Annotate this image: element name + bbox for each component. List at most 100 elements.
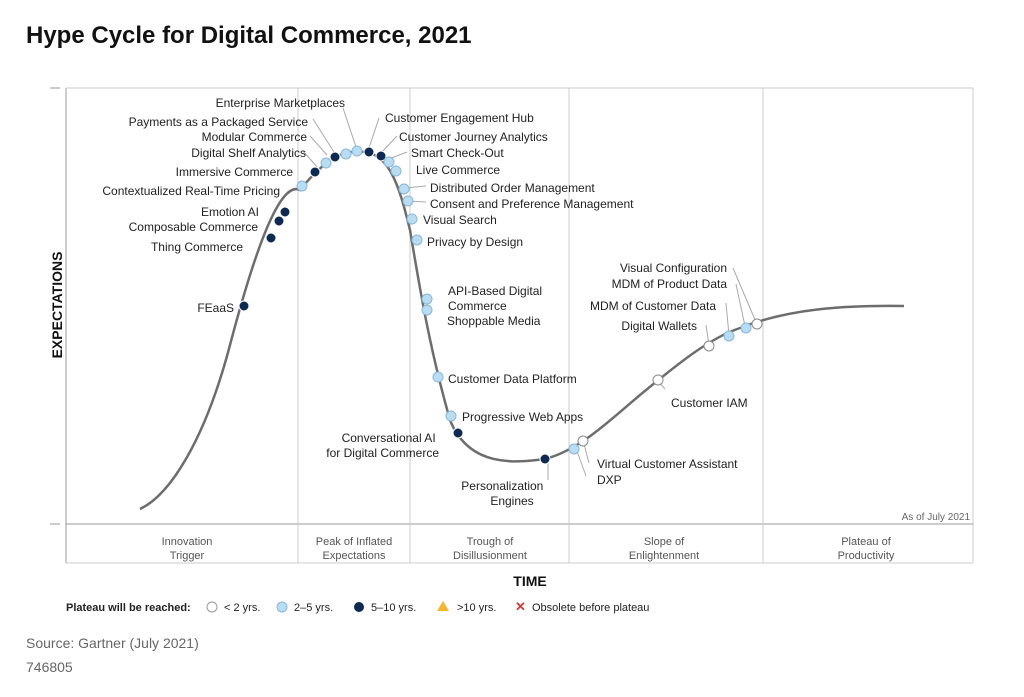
legend-marker-5to10: [354, 602, 364, 612]
phase-trough-line2: Disillusionment: [453, 550, 527, 562]
tech-label-payments-packaged-service: Payments as a Packaged Service: [129, 115, 309, 129]
source-note: Source: Gartner (July 2021): [26, 635, 199, 651]
tech-label-personalization-engines: Personalization Engines: [461, 479, 546, 508]
tech-label-customer-journey-analytics: Customer Journey Analytics: [399, 130, 548, 144]
legend-marker-lt2: [206, 601, 218, 613]
x-axis-label: TIME: [513, 573, 546, 589]
tech-marker-enterprise-marketplaces: [351, 145, 363, 157]
tech-label-distributed-order-mgmt: Distributed Order Management: [430, 181, 595, 195]
legend-marker-gt10: [437, 601, 449, 611]
y-axis-label: EXPECTATIONS: [49, 252, 65, 359]
plot-frame: [50, 87, 974, 564]
technology-markers: [238, 145, 763, 465]
tech-label-virtual-customer-assistant: Virtual Customer Assistant: [597, 457, 738, 471]
legend-label-5to10: 5–10 yrs.: [371, 602, 416, 614]
tech-label-privacy-by-design: Privacy by Design: [427, 235, 523, 249]
tech-label-emotion-ai: Emotion AI: [201, 205, 259, 219]
tech-marker-digital-wallets: [703, 340, 715, 352]
tech-marker-smart-check-out: [383, 156, 395, 168]
tech-label-feaas: FEaaS: [197, 301, 234, 315]
phase-trough-line1: Trough of: [467, 536, 515, 548]
legend-title: Plateau will be reached:: [66, 602, 191, 614]
phase-labels: Innovation Trigger Peak of Inflated Expe…: [162, 536, 895, 562]
phase-innovation-trigger-line1: Innovation: [162, 536, 213, 548]
legend-label-gt10: >10 yrs.: [457, 602, 496, 614]
tech-marker-api-based-digital-commerce: [421, 293, 433, 305]
tech-label-personalization-engines-line1: Personalization: [461, 479, 543, 493]
tech-marker-modular-commerce: [329, 151, 341, 163]
as-of-label: As of July 2021: [902, 512, 971, 523]
tech-marker-customer-data-platform: [432, 371, 444, 383]
tech-label-customer-iam: Customer IAM: [671, 396, 748, 410]
tech-marker-conversational-ai-for-digital-commerce: [452, 427, 464, 439]
tech-marker-mdm-of-product-data: [740, 322, 752, 334]
tech-marker-progressive-web-apps: [445, 410, 457, 422]
tech-marker-visual-configuration: [751, 318, 763, 330]
tech-marker-dxp: [577, 435, 589, 447]
phase-slope-line1: Slope of: [644, 536, 685, 548]
tech-label-digital-shelf-analytics: Digital Shelf Analytics: [191, 146, 306, 160]
phase-innovation-trigger-line2: Trigger: [170, 550, 205, 562]
phase-slope-line2: Enlightenment: [629, 550, 699, 562]
tech-label-api-based-commerce-line2: Commerce: [448, 299, 507, 313]
legend-marker-2to5: [276, 601, 288, 613]
tech-label-mdm-customer-data: MDM of Customer Data: [590, 299, 716, 313]
tech-label-customer-engagement-hub: Customer Engagement Hub: [385, 111, 534, 125]
tech-marker-digital-shelf-analytics: [320, 157, 332, 169]
tech-marker-immersive-commerce: [309, 166, 321, 178]
legend-label-2to5: 2–5 yrs.: [294, 602, 333, 614]
tech-label-progressive-web-apps: Progressive Web Apps: [462, 410, 583, 424]
tech-marker-distributed-order-management: [398, 183, 410, 195]
phase-plateau-line1: Plateau of: [841, 536, 891, 548]
tech-marker-virtual-customer-assistant: [568, 443, 580, 455]
phase-peak-line1: Peak of Inflated: [316, 536, 392, 548]
tech-marker-shoppable-media: [421, 304, 433, 316]
page-title: Hype Cycle for Digital Commerce, 2021: [26, 22, 472, 49]
tech-label-enterprise-marketplaces: Enterprise Marketplaces: [216, 96, 345, 110]
tech-label-contextualized-pricing: Contextualized Real-Time Pricing: [102, 184, 280, 198]
tech-marker-feaas: [238, 300, 250, 312]
tech-label-customer-data-platform: Customer Data Platform: [448, 372, 577, 386]
tech-marker-live-commerce: [390, 165, 402, 177]
tech-marker-customer-journey-analytics: [375, 150, 387, 162]
tech-label-dxp: DXP: [597, 473, 622, 487]
tech-label-thing-commerce: Thing Commerce: [151, 240, 243, 254]
tech-marker-consent-and-preference-management: [402, 195, 414, 207]
tech-label-conversational-ai: Conversational AI for Digital Commerce: [326, 431, 439, 460]
tech-marker-composable-commerce: [273, 215, 285, 227]
tech-marker-customer-engagement-hub: [363, 146, 375, 158]
tech-label-smart-check-out: Smart Check-Out: [411, 146, 504, 160]
tech-label-consent-preference-mgmt: Consent and Preference Management: [430, 197, 634, 211]
tech-label-personalization-engines-line2: Engines: [490, 494, 533, 508]
document-id: 746805: [26, 659, 73, 675]
tech-marker-mdm-of-customer-data: [723, 330, 735, 342]
tech-label-visual-configuration: Visual Configuration: [620, 261, 727, 275]
tech-label-mdm-product-data: MDM of Product Data: [612, 277, 728, 291]
tech-label-composable-commerce: Composable Commerce: [129, 220, 259, 234]
phase-peak-line2: Expectations: [323, 550, 386, 562]
tech-marker-privacy-by-design: [411, 234, 423, 246]
tech-label-shoppable-media: Shoppable Media: [447, 314, 541, 328]
tech-label-modular-commerce: Modular Commerce: [202, 130, 308, 144]
phase-plateau-line2: Productivity: [838, 550, 895, 562]
tech-label-visual-search: Visual Search: [423, 213, 497, 227]
tech-marker-personalization-engines: [539, 453, 551, 465]
tech-label-api-based-commerce: API-Based Digital Commerce: [448, 284, 545, 313]
tech-label-live-commerce: Live Commerce: [416, 163, 500, 177]
tech-marker-payments-as-a-packaged-service: [340, 148, 352, 160]
technology-labels: FEaaS Thing Commerce Composable Commerce…: [102, 96, 747, 508]
tech-label-api-based-commerce-line1: API-Based Digital: [448, 284, 542, 298]
legend-label-lt2: < 2 yrs.: [224, 602, 260, 614]
tech-label-digital-wallets: Digital Wallets: [621, 319, 697, 333]
tech-label-conversational-ai-line2: for Digital Commerce: [326, 446, 439, 460]
tech-label-conversational-ai-line1: Conversational AI: [342, 431, 436, 445]
tech-marker-emotion-ai: [279, 206, 291, 218]
legend-label-obsolete: Obsolete before plateau: [532, 602, 649, 614]
tech-marker-visual-search: [406, 213, 418, 225]
tech-marker-thing-commerce: [265, 232, 277, 244]
legend: Plateau will be reached: < 2 yrs. 2–5 yr…: [66, 599, 649, 614]
tech-label-immersive-commerce: Immersive Commerce: [176, 165, 294, 179]
legend-marker-obsolete-icon: ✕: [515, 599, 526, 614]
tech-marker-contextualized-real-time-pricing: [296, 180, 308, 192]
